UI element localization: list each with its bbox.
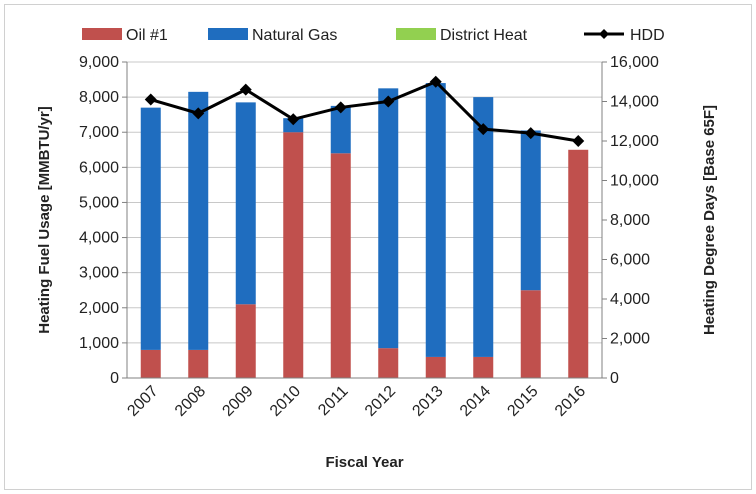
y-tick-label: 4,000 — [79, 230, 119, 247]
hdd-point — [192, 107, 205, 120]
x-tick-label: 2013 — [409, 383, 446, 420]
x-tick-label: 2009 — [219, 383, 256, 420]
x-tick-label: 2010 — [267, 383, 304, 420]
bar-oil-1 — [520, 290, 541, 378]
y2-tick-label: 2,000 — [610, 331, 650, 348]
y-tick-label: 5,000 — [79, 194, 119, 211]
y2-tick-label: 16,000 — [610, 54, 659, 71]
legend-label: HDD — [630, 27, 665, 44]
y-tick-label: 2,000 — [79, 300, 119, 317]
y2-tick-label: 12,000 — [610, 133, 659, 150]
legend-marker-hdd — [599, 29, 609, 39]
hdd-point — [239, 83, 252, 96]
x-tick-label: 2016 — [552, 383, 589, 420]
x-axis-title: Fiscal Year — [325, 454, 403, 471]
y-tick-label: 1,000 — [79, 335, 119, 352]
x-tick-label: 2007 — [124, 383, 161, 420]
bar-natural-gas — [235, 102, 256, 305]
hdd-point — [572, 135, 585, 147]
y2-tick-label: 14,000 — [610, 94, 659, 111]
y2-tick-label: 8,000 — [610, 212, 650, 229]
bar-oil-1 — [188, 349, 209, 378]
legend-label: Oil #1 — [126, 27, 168, 44]
y-axis-title: Heating Fuel Usage [MMBTU/yr] — [36, 106, 53, 334]
legend-swatch — [208, 28, 248, 40]
bar-oil-1 — [425, 356, 446, 378]
bar-oil-1 — [473, 356, 494, 378]
x-tick-label: 2015 — [504, 383, 541, 420]
y-tick-label: 7,000 — [79, 124, 119, 141]
bar-natural-gas — [140, 107, 161, 350]
y-tick-label: 3,000 — [79, 265, 119, 282]
x-tick-label: 2011 — [315, 383, 351, 419]
y-tick-label: 0 — [110, 370, 119, 387]
bar-natural-gas — [378, 88, 399, 349]
bar-oil-1 — [235, 304, 256, 378]
bar-oil-1 — [330, 153, 351, 378]
y-tick-label: 6,000 — [79, 159, 119, 176]
bar-natural-gas — [188, 91, 209, 350]
y-tick-label: 9,000 — [79, 54, 119, 71]
bar-oil-1 — [283, 132, 304, 378]
y2-tick-label: 0 — [610, 370, 619, 387]
legend-label: Natural Gas — [252, 27, 337, 44]
bar-natural-gas — [520, 130, 541, 291]
hdd-point — [524, 127, 537, 140]
legend-swatch — [82, 28, 122, 40]
y2-tick-label: 10,000 — [610, 173, 659, 190]
bar-natural-gas — [425, 83, 446, 357]
y2-tick-label: 6,000 — [610, 252, 650, 269]
hdd-line — [150, 79, 579, 143]
hdd-point — [144, 93, 157, 106]
hdd-point — [334, 101, 347, 114]
bar-natural-gas — [330, 105, 351, 154]
hdd-point — [429, 75, 442, 88]
y2-axis-title: Heating Degree Days [Base 65F] — [701, 105, 718, 335]
x-tick-label: 2012 — [362, 383, 399, 420]
bar-oil-1 — [140, 349, 161, 378]
legend-swatch — [396, 28, 436, 40]
x-tick-label: 2014 — [457, 383, 494, 420]
y-tick-label: 8,000 — [79, 89, 119, 106]
legend-label: District Heat — [440, 27, 528, 44]
hdd-point — [287, 113, 300, 126]
hdd-point — [477, 123, 490, 136]
hdd-point — [382, 95, 395, 108]
x-tick-label: 2008 — [172, 383, 209, 420]
bar-natural-gas — [473, 97, 494, 357]
bar-oil-1 — [378, 348, 399, 378]
chart-frame — [4, 4, 752, 490]
bar-oil-1 — [568, 149, 589, 378]
y2-tick-label: 4,000 — [610, 291, 650, 308]
